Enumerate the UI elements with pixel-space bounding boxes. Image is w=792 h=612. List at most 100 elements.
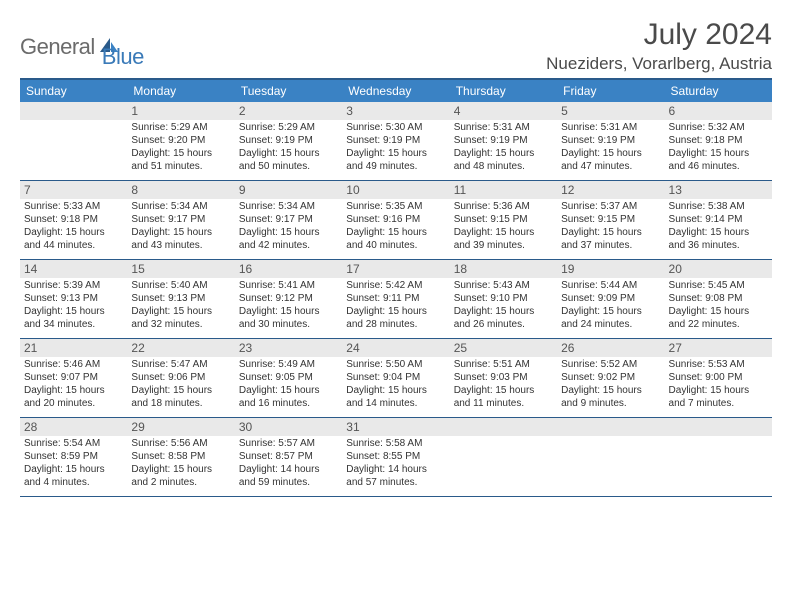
daylight-text: Daylight: 15 hours and 40 minutes. (346, 227, 445, 253)
sunrise-text: Sunrise: 5:41 AM (239, 280, 338, 293)
day-number: 5 (557, 102, 664, 120)
sunrise-text: Sunrise: 5:57 AM (239, 438, 338, 451)
day-content: Sunrise: 5:53 AMSunset: 9:00 PMDaylight:… (665, 357, 772, 414)
sunrise-text: Sunrise: 5:29 AM (131, 122, 230, 135)
sunset-text: Sunset: 9:05 PM (239, 372, 338, 385)
day-number (557, 418, 664, 436)
sunrise-text: Sunrise: 5:44 AM (561, 280, 660, 293)
week-row: 14Sunrise: 5:39 AMSunset: 9:13 PMDayligh… (20, 260, 772, 339)
weekday-header: Saturday (665, 80, 772, 102)
location-text: Nueziders, Vorarlberg, Austria (546, 54, 772, 74)
week-row: 7Sunrise: 5:33 AMSunset: 9:18 PMDaylight… (20, 181, 772, 260)
day-cell: 6Sunrise: 5:32 AMSunset: 9:18 PMDaylight… (665, 102, 772, 180)
daylight-text: Daylight: 15 hours and 20 minutes. (24, 385, 123, 411)
daylight-text: Daylight: 15 hours and 44 minutes. (24, 227, 123, 253)
day-number: 6 (665, 102, 772, 120)
day-number: 21 (20, 339, 127, 357)
sunrise-text: Sunrise: 5:31 AM (454, 122, 553, 135)
logo: General Blue (20, 18, 144, 70)
day-content: Sunrise: 5:38 AMSunset: 9:14 PMDaylight:… (665, 199, 772, 256)
day-content: Sunrise: 5:32 AMSunset: 9:18 PMDaylight:… (665, 120, 772, 177)
daylight-text: Daylight: 14 hours and 59 minutes. (239, 464, 338, 490)
weekday-header: Sunday (20, 80, 127, 102)
day-cell: 17Sunrise: 5:42 AMSunset: 9:11 PMDayligh… (342, 260, 449, 338)
sunset-text: Sunset: 9:14 PM (669, 214, 768, 227)
sunrise-text: Sunrise: 5:37 AM (561, 201, 660, 214)
daylight-text: Daylight: 14 hours and 57 minutes. (346, 464, 445, 490)
day-content: Sunrise: 5:29 AMSunset: 9:19 PMDaylight:… (235, 120, 342, 177)
sunrise-text: Sunrise: 5:46 AM (24, 359, 123, 372)
sunset-text: Sunset: 9:15 PM (561, 214, 660, 227)
day-cell: 13Sunrise: 5:38 AMSunset: 9:14 PMDayligh… (665, 181, 772, 259)
day-number: 22 (127, 339, 234, 357)
day-content: Sunrise: 5:35 AMSunset: 9:16 PMDaylight:… (342, 199, 449, 256)
day-number: 25 (450, 339, 557, 357)
day-cell: 22Sunrise: 5:47 AMSunset: 9:06 PMDayligh… (127, 339, 234, 417)
sunset-text: Sunset: 9:02 PM (561, 372, 660, 385)
day-number: 31 (342, 418, 449, 436)
day-number (450, 418, 557, 436)
day-number: 23 (235, 339, 342, 357)
sunrise-text: Sunrise: 5:36 AM (454, 201, 553, 214)
day-cell: 21Sunrise: 5:46 AMSunset: 9:07 PMDayligh… (20, 339, 127, 417)
sunrise-text: Sunrise: 5:30 AM (346, 122, 445, 135)
daylight-text: Daylight: 15 hours and 24 minutes. (561, 306, 660, 332)
daylight-text: Daylight: 15 hours and 36 minutes. (669, 227, 768, 253)
day-cell (450, 418, 557, 496)
daylight-text: Daylight: 15 hours and 11 minutes. (454, 385, 553, 411)
daylight-text: Daylight: 15 hours and 18 minutes. (131, 385, 230, 411)
day-content: Sunrise: 5:39 AMSunset: 9:13 PMDaylight:… (20, 278, 127, 335)
day-content: Sunrise: 5:46 AMSunset: 9:07 PMDaylight:… (20, 357, 127, 414)
daylight-text: Daylight: 15 hours and 47 minutes. (561, 148, 660, 174)
day-content: Sunrise: 5:36 AMSunset: 9:15 PMDaylight:… (450, 199, 557, 256)
calendar: Sunday Monday Tuesday Wednesday Thursday… (20, 78, 772, 497)
day-number: 16 (235, 260, 342, 278)
sunrise-text: Sunrise: 5:34 AM (131, 201, 230, 214)
day-number: 29 (127, 418, 234, 436)
day-number: 11 (450, 181, 557, 199)
day-content: Sunrise: 5:51 AMSunset: 9:03 PMDaylight:… (450, 357, 557, 414)
day-content: Sunrise: 5:33 AMSunset: 9:18 PMDaylight:… (20, 199, 127, 256)
day-content: Sunrise: 5:49 AMSunset: 9:05 PMDaylight:… (235, 357, 342, 414)
day-cell: 29Sunrise: 5:56 AMSunset: 8:58 PMDayligh… (127, 418, 234, 496)
week-row: 1Sunrise: 5:29 AMSunset: 9:20 PMDaylight… (20, 102, 772, 181)
sunset-text: Sunset: 9:04 PM (346, 372, 445, 385)
sunrise-text: Sunrise: 5:45 AM (669, 280, 768, 293)
day-content: Sunrise: 5:57 AMSunset: 8:57 PMDaylight:… (235, 436, 342, 493)
day-number: 2 (235, 102, 342, 120)
day-number: 17 (342, 260, 449, 278)
day-cell: 3Sunrise: 5:30 AMSunset: 9:19 PMDaylight… (342, 102, 449, 180)
day-cell: 8 Sunrise: 5:34 AMSunset: 9:17 PMDaylight… (127, 181, 234, 259)
day-cell (20, 102, 127, 180)
sunset-text: Sunset: 9:19 PM (561, 135, 660, 148)
sunset-text: Sunset: 8:57 PM (239, 451, 338, 464)
daylight-text: Daylight: 15 hours and 43 minutes. (131, 227, 230, 253)
daylight-text: Daylight: 15 hours and 4 minutes. (24, 464, 123, 490)
day-number: 8 (127, 181, 234, 199)
sunset-text: Sunset: 9:13 PM (131, 293, 230, 306)
sunset-text: Sunset: 9:17 PM (239, 214, 338, 227)
day-cell: 27Sunrise: 5:53 AMSunset: 9:00 PMDayligh… (665, 339, 772, 417)
month-title: July 2024 (546, 18, 772, 52)
sunset-text: Sunset: 9:06 PM (131, 372, 230, 385)
sunset-text: Sunset: 9:19 PM (454, 135, 553, 148)
weekday-header: Monday (127, 80, 234, 102)
sunset-text: Sunset: 9:17 PM (131, 214, 230, 227)
day-content: Sunrise: 5:56 AMSunset: 8:58 PMDaylight:… (127, 436, 234, 493)
day-cell: 15Sunrise: 5:40 AMSunset: 9:13 PMDayligh… (127, 260, 234, 338)
daylight-text: Daylight: 15 hours and 51 minutes. (131, 148, 230, 174)
daylight-text: Daylight: 15 hours and 39 minutes. (454, 227, 553, 253)
sunrise-text: Sunrise: 5:39 AM (24, 280, 123, 293)
day-number: 12 (557, 181, 664, 199)
sunset-text: Sunset: 8:58 PM (131, 451, 230, 464)
day-content: Sunrise: 5:45 AMSunset: 9:08 PMDaylight:… (665, 278, 772, 335)
sunset-text: Sunset: 9:18 PM (669, 135, 768, 148)
day-content: Sunrise: 5:47 AMSunset: 9:06 PMDaylight:… (127, 357, 234, 414)
day-number: 9 (235, 181, 342, 199)
daylight-text: Daylight: 15 hours and 22 minutes. (669, 306, 768, 332)
sunrise-text: Sunrise: 5:42 AM (346, 280, 445, 293)
daylight-text: Daylight: 15 hours and 9 minutes. (561, 385, 660, 411)
day-content: Sunrise: 5:41 AMSunset: 9:12 PMDaylight:… (235, 278, 342, 335)
sunset-text: Sunset: 8:55 PM (346, 451, 445, 464)
sunset-text: Sunset: 9:08 PM (669, 293, 768, 306)
